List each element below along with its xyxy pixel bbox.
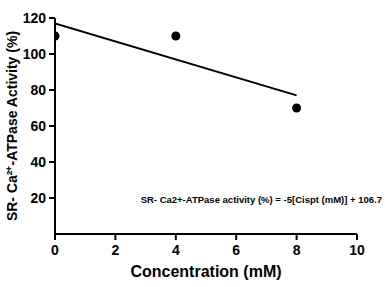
chart: 20 40 60 80 100 120 0 2 4 6 8 10 Concentration (mM) S… <box>0 0 385 287</box>
y-tick-label: 80 <box>30 82 46 98</box>
y-tick-label: 120 <box>23 10 47 26</box>
y-axis-title: SR- Ca²⁺-ATPase Activity (%) <box>4 31 20 221</box>
x-tick-label: 2 <box>112 242 120 258</box>
x-tick-label: 4 <box>172 242 180 258</box>
y-tick-label: 20 <box>30 190 46 206</box>
fit-line <box>55 23 297 95</box>
y-tick <box>49 125 55 127</box>
point <box>171 32 180 41</box>
y-tick <box>49 161 55 163</box>
x-tick <box>175 234 177 240</box>
y-tick-label: 40 <box>30 154 46 170</box>
x-tick <box>356 234 358 240</box>
y-tick <box>49 197 55 199</box>
y-tick-label: 60 <box>30 118 46 134</box>
plot-area <box>55 23 301 112</box>
x-tick-label: 8 <box>293 242 301 258</box>
equation-annotation: SR- Ca2+-ATPase activity (%) = -5[Cispt … <box>141 194 382 205</box>
y-tick <box>49 53 55 55</box>
x-tick <box>114 234 116 240</box>
x-tick <box>54 234 56 240</box>
point <box>55 32 60 41</box>
y-tick <box>49 89 55 91</box>
x-tick-label: 10 <box>349 242 365 258</box>
y-tick <box>49 17 55 19</box>
x-axis-title: Concentration (mM) <box>130 263 281 280</box>
point <box>292 104 301 113</box>
x-tick-label: 6 <box>232 242 240 258</box>
x-tick <box>296 234 298 240</box>
x-tick <box>235 234 237 240</box>
y-tick-label: 100 <box>23 46 47 62</box>
x-tick-label: 0 <box>51 242 59 258</box>
x-axis <box>55 233 357 235</box>
